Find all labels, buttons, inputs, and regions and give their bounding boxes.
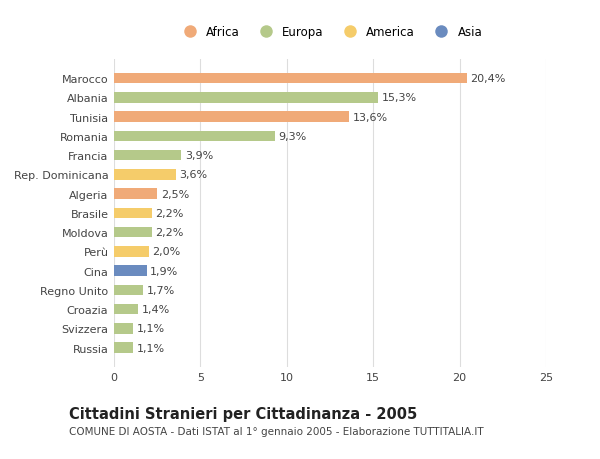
Bar — [114, 73, 467, 84]
Bar — [114, 285, 143, 296]
Text: 2,0%: 2,0% — [152, 247, 180, 257]
Bar — [114, 266, 147, 276]
Bar — [114, 227, 152, 238]
Text: COMUNE DI AOSTA - Dati ISTAT al 1° gennaio 2005 - Elaborazione TUTTITALIA.IT: COMUNE DI AOSTA - Dati ISTAT al 1° genna… — [69, 426, 484, 436]
Bar — [114, 304, 138, 315]
Text: 1,1%: 1,1% — [136, 324, 164, 334]
Bar — [114, 189, 157, 200]
Text: 15,3%: 15,3% — [382, 93, 417, 103]
Bar — [114, 112, 349, 123]
Bar — [114, 151, 181, 161]
Text: 2,2%: 2,2% — [155, 228, 184, 238]
Bar — [114, 324, 133, 334]
Bar — [114, 246, 149, 257]
Bar — [114, 170, 176, 180]
Bar — [114, 131, 275, 142]
Text: 13,6%: 13,6% — [352, 112, 388, 123]
Text: 1,7%: 1,7% — [147, 285, 175, 295]
Text: 1,4%: 1,4% — [142, 304, 170, 314]
Text: 3,6%: 3,6% — [179, 170, 208, 180]
Bar — [114, 93, 379, 103]
Text: Cittadini Stranieri per Cittadinanza - 2005: Cittadini Stranieri per Cittadinanza - 2… — [69, 406, 417, 421]
Bar — [114, 208, 152, 219]
Bar — [114, 343, 133, 353]
Text: 2,5%: 2,5% — [161, 189, 189, 199]
Legend: Africa, Europa, America, Asia: Africa, Europa, America, Asia — [174, 22, 486, 43]
Text: 2,2%: 2,2% — [155, 208, 184, 218]
Text: 3,9%: 3,9% — [185, 151, 213, 161]
Text: 9,3%: 9,3% — [278, 132, 307, 141]
Text: 20,4%: 20,4% — [470, 74, 505, 84]
Text: 1,9%: 1,9% — [150, 266, 179, 276]
Text: 1,1%: 1,1% — [136, 343, 164, 353]
